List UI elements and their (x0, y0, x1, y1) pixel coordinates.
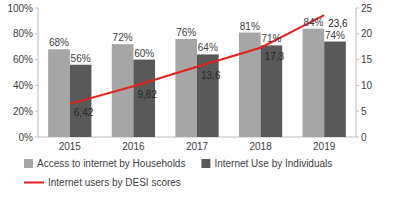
y-tick-label: 60% (13, 54, 33, 65)
y-axis-line (38, 8, 39, 137)
y-tick (35, 85, 38, 86)
line-label: 13,6 (201, 70, 221, 81)
y2-tick-label: 10 (361, 80, 373, 91)
y-tick-label: 0% (19, 132, 34, 143)
y2-tick-label: 25 (361, 3, 373, 14)
bar-label: 84% (303, 17, 323, 28)
legend-swatch (24, 159, 33, 168)
bar-label: 76% (176, 27, 196, 38)
x-tick-label: 2019 (313, 141, 336, 152)
bar-label: 60% (134, 48, 154, 59)
chart: 0% 20% 40% 60% 80% 100% 0 5 10 15 20 25 2015 2016 2017… (0, 0, 400, 197)
y-tick (35, 111, 38, 112)
y-tick-label: 20% (13, 106, 33, 117)
y-tick (35, 8, 38, 9)
y2-tick (356, 137, 359, 138)
bar (303, 29, 325, 137)
legend-line (24, 182, 44, 184)
y-tick (35, 33, 38, 34)
marks (48, 15, 346, 137)
y2-tick-label: 15 (361, 54, 373, 65)
x-tick-label: 2018 (249, 141, 272, 152)
bar (324, 42, 346, 137)
y2-tick (356, 8, 359, 9)
line (70, 15, 324, 104)
x-tick-label: 2017 (186, 141, 209, 152)
data-labels: 68% 72% 76% 81% 84% 56% 60% 64% 71% 74% 6,42 9,82 13… (49, 17, 348, 118)
line-label: 6,42 (74, 107, 94, 118)
y2-tick (356, 85, 359, 86)
y2-tick (356, 111, 359, 112)
y-tick (35, 59, 38, 60)
legend-label: Internet users by DESI scores (48, 177, 181, 188)
y2-tick (356, 59, 359, 60)
bar-label: 71% (261, 33, 281, 44)
bar-label: 56% (71, 53, 91, 64)
bar-label: 81% (240, 21, 260, 32)
bar (175, 39, 197, 137)
line-label: 17,3 (265, 51, 285, 62)
y2-tick-label: 0 (361, 132, 367, 143)
legend: Access to internet by Households Internet… (24, 158, 332, 188)
y-tick-label: 80% (13, 28, 33, 39)
y2-tick-label: 20 (361, 28, 373, 39)
bar-label: 68% (49, 37, 69, 48)
y-tick (35, 137, 38, 138)
legend-label: Internet Use by Individuals (214, 158, 332, 169)
y-tick-label: 40% (13, 80, 33, 91)
legend-swatch (201, 159, 210, 168)
x-tick-label: 2016 (122, 141, 145, 152)
bar-label: 72% (113, 32, 133, 43)
bar-label: 74% (325, 30, 345, 41)
line-label: 9,82 (137, 89, 157, 100)
line-label: 23,6 (328, 18, 348, 29)
bar (48, 49, 70, 137)
x-tick-label: 2015 (59, 141, 82, 152)
y2-axis-line (356, 8, 357, 137)
y-tick-label: 100% (7, 3, 33, 14)
legend-label: Access to internet by Households (37, 158, 185, 169)
bar-label: 64% (198, 42, 218, 53)
y2-tick (356, 33, 359, 34)
y2-tick-label: 5 (361, 106, 367, 117)
